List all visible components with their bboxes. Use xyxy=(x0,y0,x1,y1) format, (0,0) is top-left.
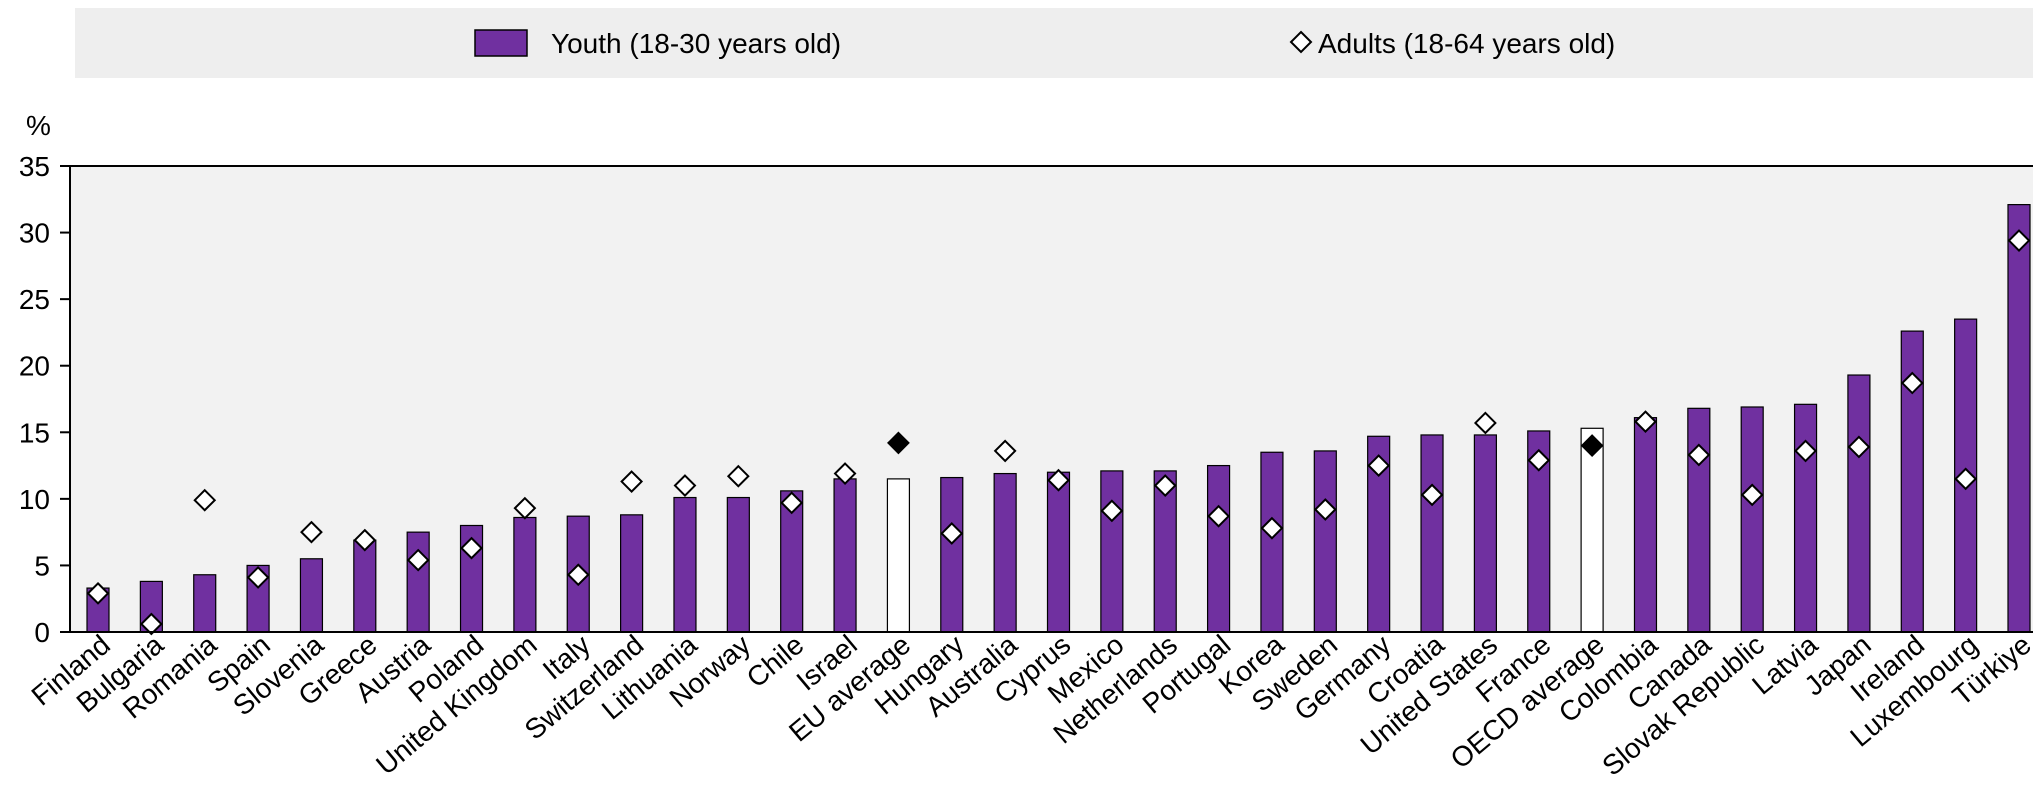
marker-germany xyxy=(1367,454,1391,477)
y-tick-label: 25 xyxy=(19,284,50,315)
marker-australia xyxy=(993,439,1017,463)
marker-austria xyxy=(406,548,430,572)
bar-greece xyxy=(353,539,377,633)
marker-slovenia xyxy=(300,520,323,544)
y-tick-label: 5 xyxy=(34,550,50,581)
legend-adults-marker xyxy=(1289,30,1313,54)
bar-eu-average xyxy=(886,478,911,633)
y-axis-unit: % xyxy=(26,110,51,141)
marker-mexico xyxy=(1100,499,1124,523)
x-axis-labels: FinlandBulgariaRomaniaSpainSloveniaGreec… xyxy=(26,629,2033,782)
marker-romania xyxy=(193,488,217,512)
marker-oecd-average xyxy=(1580,434,1604,458)
marker-bulgaria xyxy=(139,612,163,636)
marker-latvia xyxy=(1794,439,1817,463)
bar-lithuania xyxy=(673,496,697,633)
marker-france xyxy=(1527,448,1551,472)
bar-t-rkiye xyxy=(2007,204,2031,633)
marker-slovak-republic xyxy=(1740,483,1764,507)
bar-canada xyxy=(1687,407,1711,633)
bar-croatia xyxy=(1420,434,1444,633)
bar-hungary xyxy=(940,476,964,633)
bar-latvia xyxy=(1793,403,1818,633)
marker-italy xyxy=(566,563,590,587)
legend-box xyxy=(75,8,2033,78)
marker-canada xyxy=(1687,443,1711,467)
bar-japan xyxy=(1847,374,1871,633)
marker-spain xyxy=(246,565,270,589)
bar-korea xyxy=(1260,451,1284,633)
bar-sweden xyxy=(1313,450,1337,633)
y-axis: 0 5 10 15 20 25 30 35 xyxy=(19,151,70,648)
bar-cyprus xyxy=(1046,471,1071,633)
marker-netherlands xyxy=(1153,474,1177,497)
marker-eu-average xyxy=(887,431,910,455)
marker-cyprus xyxy=(1047,468,1070,492)
marker-israel xyxy=(833,462,857,485)
bar-colombia xyxy=(1633,417,1658,633)
legend-youth-label: Youth (18-30 years old) xyxy=(551,28,841,59)
bar-austria xyxy=(406,531,430,633)
marker-luxembourg xyxy=(1954,467,1978,491)
bar-israel xyxy=(833,478,857,633)
marker-united-kingdom xyxy=(513,496,537,520)
y-tick-label: 10 xyxy=(19,484,50,515)
marker-switzerland xyxy=(620,470,644,493)
marker-united-states xyxy=(1473,411,1497,435)
bar-mexico xyxy=(1100,470,1124,633)
marker-portugal xyxy=(1207,504,1230,528)
bar-romania xyxy=(193,574,217,633)
marker-hungary xyxy=(940,522,964,545)
y-tick-label: 0 xyxy=(34,617,50,648)
marker-colombia xyxy=(1634,410,1657,434)
bar-switzerland xyxy=(620,514,644,633)
marker-norway xyxy=(726,464,750,488)
y-tick-label: 35 xyxy=(19,151,50,182)
marker-poland xyxy=(460,536,483,560)
bar-slovak-republic xyxy=(1740,406,1764,633)
marker-lithuania xyxy=(673,474,697,497)
y-tick-label: 15 xyxy=(19,417,50,448)
marker-chile xyxy=(780,491,804,515)
legend-adults-label: Adults (18-64 years old) xyxy=(1318,28,1615,59)
bar-united-kingdom xyxy=(513,516,537,633)
marker-sweden xyxy=(1313,498,1337,521)
marker-greece xyxy=(353,528,377,552)
bar-united-states xyxy=(1473,434,1497,633)
marker-japan xyxy=(1847,435,1871,459)
marker-t-rkiye xyxy=(2007,229,2031,252)
bar-oecd-average xyxy=(1580,427,1604,633)
legend-youth-swatch xyxy=(474,29,528,57)
marker-ireland xyxy=(1900,371,1924,395)
bar-slovenia xyxy=(299,558,324,633)
bar-australia xyxy=(993,472,1017,633)
marker-korea xyxy=(1260,516,1284,540)
bar-norway xyxy=(726,496,750,633)
bar-portugal xyxy=(1206,464,1231,633)
marker-finland xyxy=(86,581,110,605)
y-tick-label: 20 xyxy=(19,351,50,382)
y-tick-label: 30 xyxy=(19,218,50,249)
markers xyxy=(86,229,2031,636)
marker-croatia xyxy=(1420,483,1444,507)
